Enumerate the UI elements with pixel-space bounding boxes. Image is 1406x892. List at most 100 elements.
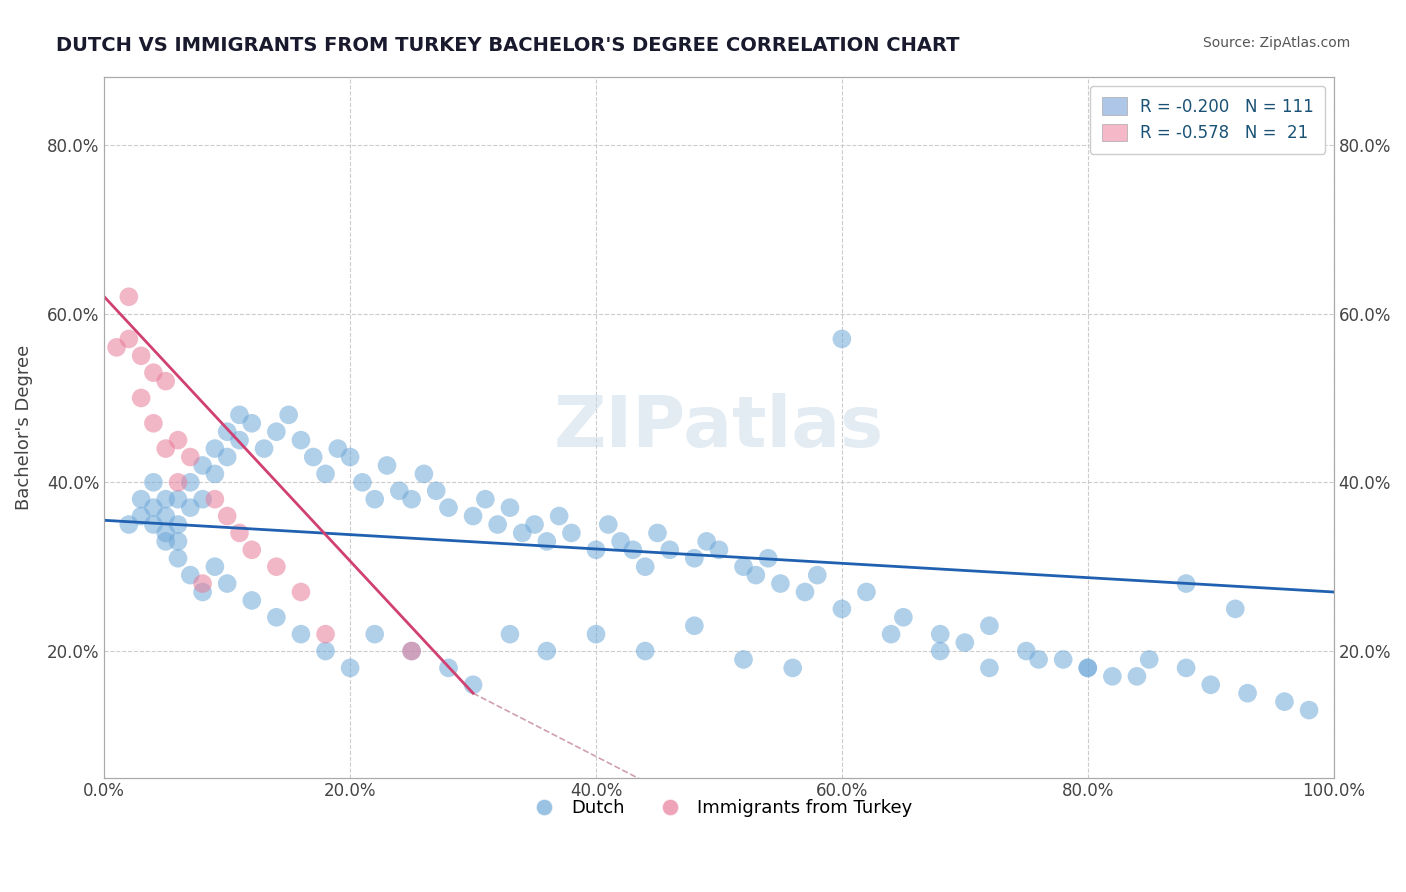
Point <box>756 551 779 566</box>
Point <box>129 509 152 524</box>
Point <box>499 500 522 515</box>
Point <box>155 534 177 549</box>
Point <box>204 492 226 507</box>
Point <box>1175 576 1198 591</box>
Point <box>118 517 141 532</box>
Point <box>167 433 190 447</box>
Point <box>831 332 853 346</box>
Point <box>745 568 768 582</box>
Point <box>315 627 337 641</box>
Point <box>266 559 288 574</box>
Point <box>290 433 312 447</box>
Point <box>769 576 792 591</box>
Point <box>891 610 914 624</box>
Point <box>179 450 201 464</box>
Point <box>609 534 631 549</box>
Point <box>401 644 423 658</box>
Point <box>155 492 177 507</box>
Point <box>204 467 226 481</box>
Point <box>560 525 582 540</box>
Point <box>929 627 952 641</box>
Point <box>155 509 177 524</box>
Point <box>953 635 976 649</box>
Point <box>191 585 214 599</box>
Point <box>499 627 522 641</box>
Point <box>240 417 263 431</box>
Point <box>228 433 250 447</box>
Point <box>979 661 1001 675</box>
Text: ZIPatlas: ZIPatlas <box>554 393 884 462</box>
Point <box>167 517 190 532</box>
Point <box>326 442 349 456</box>
Point <box>536 644 558 658</box>
Point <box>142 500 165 515</box>
Point <box>352 475 374 490</box>
Point <box>437 500 460 515</box>
Y-axis label: Bachelor's Degree: Bachelor's Degree <box>15 345 32 510</box>
Point <box>290 585 312 599</box>
Point <box>585 627 607 641</box>
Point <box>412 467 434 481</box>
Point <box>155 374 177 388</box>
Point <box>290 627 312 641</box>
Point <box>217 509 239 524</box>
Point <box>142 517 165 532</box>
Point <box>315 467 337 481</box>
Point <box>142 366 165 380</box>
Point <box>167 534 190 549</box>
Point <box>217 425 239 439</box>
Point <box>155 525 177 540</box>
Point <box>794 585 817 599</box>
Point <box>228 525 250 540</box>
Point <box>782 661 804 675</box>
Point <box>707 542 730 557</box>
Point <box>179 568 201 582</box>
Text: DUTCH VS IMMIGRANTS FROM TURKEY BACHELOR'S DEGREE CORRELATION CHART: DUTCH VS IMMIGRANTS FROM TURKEY BACHELOR… <box>56 36 960 54</box>
Point <box>401 644 423 658</box>
Point <box>733 559 755 574</box>
Point <box>733 652 755 666</box>
Point <box>585 542 607 557</box>
Point <box>302 450 325 464</box>
Point <box>1274 695 1296 709</box>
Point <box>536 534 558 549</box>
Point <box>142 417 165 431</box>
Point <box>1225 602 1247 616</box>
Point <box>696 534 718 549</box>
Point <box>1101 669 1123 683</box>
Point <box>510 525 533 540</box>
Point <box>129 492 152 507</box>
Point <box>929 644 952 658</box>
Point <box>806 568 828 582</box>
Point <box>523 517 546 532</box>
Point <box>179 475 201 490</box>
Point <box>129 391 152 405</box>
Point <box>253 442 276 456</box>
Point <box>658 542 681 557</box>
Point <box>266 425 288 439</box>
Point <box>217 576 239 591</box>
Point <box>364 492 387 507</box>
Point <box>634 559 657 574</box>
Point <box>388 483 411 498</box>
Point <box>179 500 201 515</box>
Point <box>548 509 571 524</box>
Point <box>474 492 496 507</box>
Point <box>855 585 877 599</box>
Point <box>204 442 226 456</box>
Point <box>831 602 853 616</box>
Point <box>118 290 141 304</box>
Point <box>634 644 657 658</box>
Point <box>1077 661 1099 675</box>
Point <box>1199 678 1222 692</box>
Point <box>1298 703 1320 717</box>
Point <box>461 509 484 524</box>
Point <box>375 458 398 473</box>
Point <box>683 618 706 632</box>
Point <box>129 349 152 363</box>
Point <box>339 450 361 464</box>
Point <box>1126 669 1149 683</box>
Point <box>217 450 239 464</box>
Point <box>647 525 669 540</box>
Point <box>277 408 299 422</box>
